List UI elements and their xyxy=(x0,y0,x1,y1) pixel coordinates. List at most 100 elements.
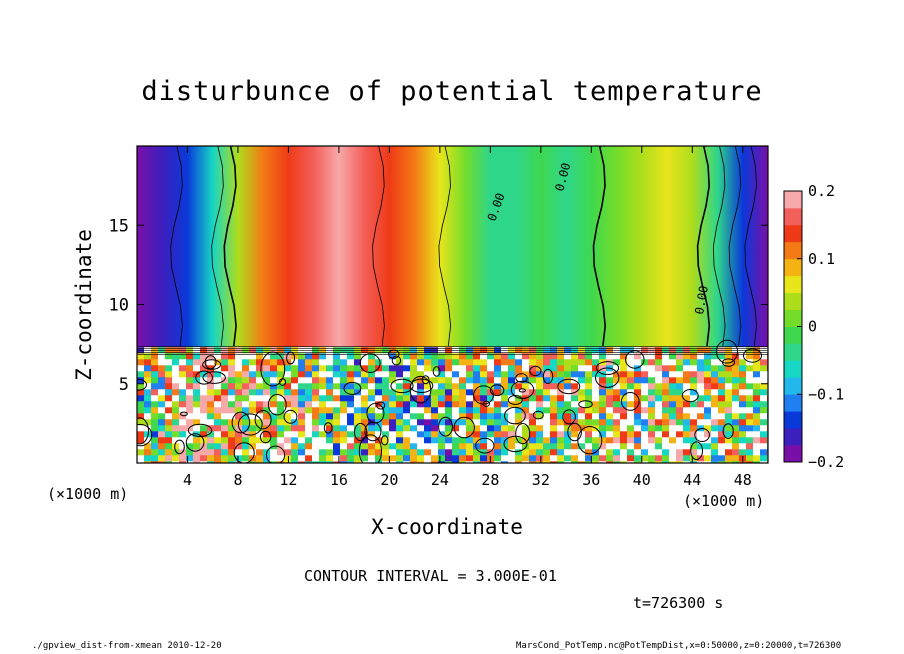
lower-cell xyxy=(298,359,306,366)
lower-cell xyxy=(249,407,257,414)
lower-cell xyxy=(571,365,579,372)
lower-cell xyxy=(340,353,348,360)
lower-cell xyxy=(263,413,271,420)
lower-cell xyxy=(725,395,733,402)
lower-cell xyxy=(354,383,362,390)
lower-cell xyxy=(662,419,670,426)
lower-cell xyxy=(221,389,229,396)
contour-loop xyxy=(421,375,430,385)
lower-cell xyxy=(683,383,691,390)
lower-cell xyxy=(403,401,411,408)
lower-cell xyxy=(599,377,607,384)
lower-cell xyxy=(529,395,537,402)
lower-cell xyxy=(515,425,523,432)
contour-loop xyxy=(542,368,554,384)
lower-cell xyxy=(564,407,572,414)
lower-cell xyxy=(536,413,544,420)
lower-cell xyxy=(179,353,187,360)
lower-cell xyxy=(606,449,614,456)
lower-cell xyxy=(613,449,621,456)
lower-cell xyxy=(494,425,502,432)
lower-cell xyxy=(410,449,418,456)
lower-cell xyxy=(459,383,467,390)
lower-cell xyxy=(298,413,306,420)
lower-cell xyxy=(424,365,432,372)
lower-cell xyxy=(347,359,355,366)
lower-cell xyxy=(466,353,474,360)
lower-cell xyxy=(739,407,747,414)
lower-cell xyxy=(522,431,530,438)
lower-cell xyxy=(298,437,306,444)
lower-cell xyxy=(214,371,222,378)
lower-cell xyxy=(277,401,285,408)
lower-cell xyxy=(333,431,341,438)
lower-cell xyxy=(711,401,719,408)
lower-cell xyxy=(263,371,271,378)
lower-cell xyxy=(200,449,208,456)
lower-cell xyxy=(438,407,446,414)
contour-interval-label: CONTOUR INTERVAL = 3.000E-01 xyxy=(304,567,557,585)
lower-cell xyxy=(760,455,768,462)
lower-cell xyxy=(494,461,502,463)
lower-cell xyxy=(403,419,411,426)
lower-cell xyxy=(550,455,558,462)
lower-cell xyxy=(648,419,656,426)
lower-cell xyxy=(284,353,292,360)
lower-cell xyxy=(445,365,453,372)
lower-cell xyxy=(298,461,306,463)
lower-cell xyxy=(186,407,194,414)
lower-cell xyxy=(151,461,159,463)
lower-cell xyxy=(158,407,166,414)
lower-cell xyxy=(711,413,719,420)
lower-cell xyxy=(214,389,222,396)
lower-cell xyxy=(445,383,453,390)
lower-cell xyxy=(396,437,404,444)
lower-cell xyxy=(347,365,355,372)
lower-cell xyxy=(550,359,558,366)
lower-cell xyxy=(326,389,334,396)
lower-cell xyxy=(270,431,278,438)
lower-cell xyxy=(613,395,621,402)
lower-cell xyxy=(697,461,705,463)
lower-cell xyxy=(361,359,369,366)
lower-cell xyxy=(305,365,313,372)
lower-cell xyxy=(648,389,656,396)
contour-loop xyxy=(515,373,528,383)
lower-cell xyxy=(543,377,551,384)
lower-cell xyxy=(354,431,362,438)
lower-cell xyxy=(172,359,180,366)
lower-cell xyxy=(697,353,705,360)
contour-loop xyxy=(529,365,542,377)
lower-cell xyxy=(711,419,719,426)
lower-cell xyxy=(578,437,586,444)
lower-cell xyxy=(333,437,341,444)
lower-cell xyxy=(543,413,551,420)
lower-cell xyxy=(718,461,726,463)
lower-cell xyxy=(431,437,439,444)
lower-cell xyxy=(690,359,698,366)
lower-cell xyxy=(529,401,537,408)
lower-cell xyxy=(676,425,684,432)
lower-cell xyxy=(319,359,327,366)
x-tick-label: 36 xyxy=(582,471,600,489)
lower-cell xyxy=(368,377,376,384)
lower-cell xyxy=(284,389,292,396)
lower-cell xyxy=(634,419,642,426)
lower-cell xyxy=(522,383,530,390)
lower-cell xyxy=(466,395,474,402)
contour-loop xyxy=(354,422,368,442)
lower-cell xyxy=(480,461,488,463)
lower-cell xyxy=(494,407,502,414)
lower-cell xyxy=(746,377,754,384)
lower-cell xyxy=(424,353,432,360)
lower-cell xyxy=(683,413,691,420)
lower-cell xyxy=(718,395,726,402)
lower-cell xyxy=(739,443,747,450)
lower-cell xyxy=(620,419,628,426)
lower-cell xyxy=(578,377,586,384)
lower-cell xyxy=(452,455,460,462)
lower-cell xyxy=(571,443,579,450)
lower-cell xyxy=(711,383,719,390)
lower-cell xyxy=(634,449,642,456)
lower-cell xyxy=(550,389,558,396)
